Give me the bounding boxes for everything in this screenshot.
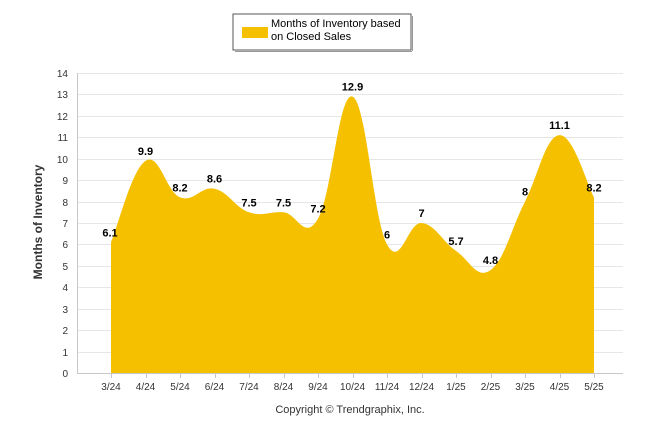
y-tick-label: 3: [62, 305, 68, 316]
data-label-5/25: 8.2: [586, 182, 601, 194]
x-axis: 3/24 4/24 5/24 6/24 7/24 8/24 9/24 10/24 11/24 12…: [77, 373, 623, 393]
legend-swatch: [242, 27, 268, 38]
legend: Months of Inventory based on Closed Sale…: [232, 13, 413, 52]
x-tick-label: 5/25: [584, 382, 604, 393]
x-tick-label: 6/24: [205, 382, 225, 393]
copyright-text: Copyright © Trendgraphix, Inc.: [275, 404, 424, 416]
y-tick-label: 14: [57, 69, 69, 80]
x-tick-label: 3/25: [515, 382, 535, 393]
y-tick-label: 7: [62, 219, 68, 230]
data-labels: 6.1 9.9 8.2 8.6 7.5 7.5 7.2 12.9 6 7 5.7 4.8 8 11.1 8.…: [102, 82, 601, 268]
x-tick-label: 9/24: [308, 382, 328, 393]
x-tick-label: 8/24: [274, 382, 294, 393]
x-tick-label: 7/24: [239, 382, 259, 393]
y-axis-title: Months of Inventory: [31, 164, 45, 279]
data-label-4/25: 11.1: [549, 120, 570, 132]
y-tick-label: 13: [57, 90, 69, 101]
x-tick-label: 10/24: [340, 382, 365, 393]
x-tick-label: 2/25: [481, 382, 501, 393]
data-label-12/24: 7: [418, 208, 424, 220]
area-series-path: [111, 96, 594, 373]
data-label-3/25: 8: [522, 187, 528, 199]
data-label-8/24: 7.5: [276, 197, 291, 209]
y-tick-label: 5: [62, 262, 68, 273]
y-tick-label: 9: [62, 176, 68, 187]
x-tick-label: 5/24: [170, 382, 190, 393]
y-tick-label: 11: [58, 133, 69, 144]
y-tick-label: 0: [62, 369, 68, 380]
y-tick-label: 6: [62, 240, 68, 251]
x-tick-label: 4/24: [136, 382, 156, 393]
y-tick-label: 8: [62, 198, 68, 209]
x-tick-label: 3/24: [101, 382, 121, 393]
x-tick-label: 12/24: [409, 382, 434, 393]
y-tick-label: 4: [62, 283, 68, 294]
data-label-6/24: 8.6: [207, 174, 222, 186]
data-label-10/24: 12.9: [342, 82, 363, 94]
area-series: [110, 96, 595, 373]
y-tick-label: 10: [57, 155, 69, 166]
x-tick-label: 4/25: [550, 382, 570, 393]
data-label-11/24: 6: [384, 229, 390, 241]
data-label-2/25: 4.8: [483, 255, 498, 267]
data-label-7/24: 7.5: [241, 197, 256, 209]
y-tick-label: 2: [62, 326, 68, 337]
data-label-9/24: 7.2: [310, 204, 325, 216]
x-tick-label: 1/25: [446, 382, 466, 393]
data-label-3/24: 6.1: [102, 227, 117, 239]
data-label-4/24: 9.9: [138, 146, 153, 158]
data-label-5/24: 8.2: [172, 182, 187, 194]
legend-label-line-2: on Closed Sales: [271, 31, 352, 43]
legend-label-line-1: Months of Inventory based: [271, 18, 401, 30]
x-tick-label: 11/24: [375, 382, 400, 393]
y-tick-label: 12: [57, 112, 69, 123]
y-tick-label: 1: [62, 348, 68, 359]
data-label-1/25: 5.7: [448, 236, 463, 248]
